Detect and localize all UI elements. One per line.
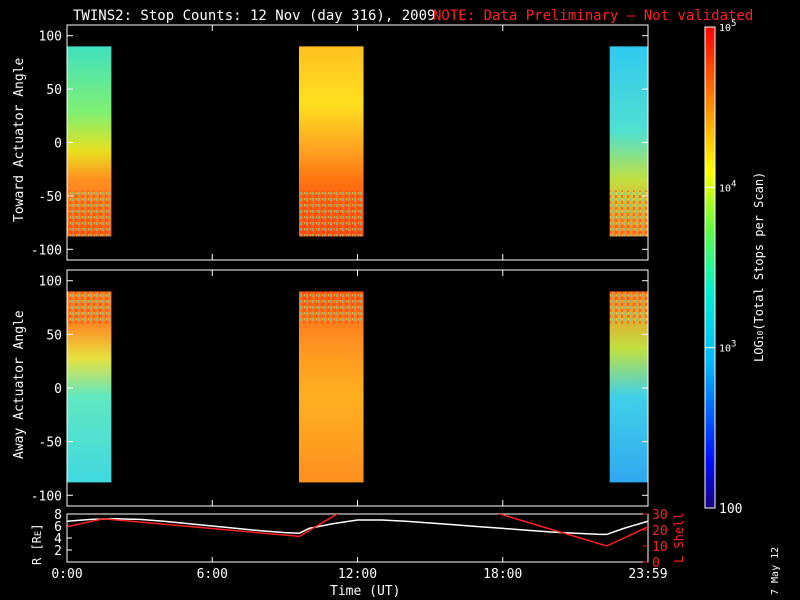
y-tick-label: 0 — [54, 137, 62, 152]
panel1-ylabel: Toward Actuator Angle — [12, 57, 27, 222]
y-tick-label-right: 10 — [652, 540, 668, 555]
x-axis-label: Time (UT) — [330, 584, 401, 599]
colorbar-tick-label: 105 — [719, 19, 736, 34]
panel3-frame — [66, 513, 649, 563]
heatmap-noise-band — [298, 291, 364, 324]
y-tick-label: 50 — [46, 83, 62, 98]
heatmap-noise-band — [609, 291, 648, 324]
colorbar-tick-label: 103 — [719, 340, 736, 355]
y-tick-label: -100 — [31, 489, 62, 504]
x-tick-label: 12:00 — [338, 567, 377, 582]
colorbar-label: LOG10(Total Stops per Scan) — [752, 171, 766, 362]
y-tick-label-right: 20 — [652, 524, 668, 539]
y-tick-label-left: 6 — [54, 520, 62, 535]
heatmap-noise-band — [67, 190, 112, 237]
y-tick-label-left: 4 — [54, 532, 62, 547]
panel3-ylabel-right: L Shell — [672, 512, 686, 563]
figure-title: TWINS2: Stop Counts: 12 Nov (day 316), 2… — [73, 8, 436, 24]
y-tick-label: -100 — [31, 243, 62, 258]
y-tick-label: 0 — [54, 382, 62, 397]
colorbar-tick-label: 100 — [719, 502, 742, 517]
l-shell-line — [67, 514, 339, 538]
y-tick-label-left: 8 — [54, 508, 62, 523]
heatmap-noise-band — [609, 190, 648, 237]
y-tick-label-left: 2 — [54, 544, 62, 559]
x-tick-label: 0:00 — [51, 567, 82, 582]
x-tick-label: 18:00 — [483, 567, 522, 582]
colorbar — [704, 26, 716, 509]
plot-date-stamp: 7 May 12 — [770, 546, 781, 595]
heatmap-noise-band — [298, 190, 364, 237]
y-tick-label: -50 — [39, 436, 62, 451]
y-tick-label-right: 0 — [652, 556, 660, 571]
l-shell-line — [497, 514, 648, 547]
radial-distance-line — [67, 518, 648, 536]
y-tick-label: -50 — [39, 190, 62, 205]
y-tick-label: 50 — [46, 328, 62, 343]
panel2-ylabel: Away Actuator Angle — [12, 310, 27, 459]
colorbar-tick-label: 104 — [719, 179, 736, 194]
y-tick-label-right: 30 — [652, 508, 668, 523]
y-tick-label: 100 — [39, 275, 62, 290]
x-tick-label: 23:59 — [628, 567, 667, 582]
preliminary-note: NOTE: Data Preliminary – Not validated — [433, 8, 754, 24]
y-tick-label: 100 — [39, 30, 62, 45]
heatmap-noise-band — [67, 291, 112, 324]
x-tick-label: 6:00 — [197, 567, 228, 582]
panel3-ylabel-left: R [RE] — [30, 523, 44, 565]
